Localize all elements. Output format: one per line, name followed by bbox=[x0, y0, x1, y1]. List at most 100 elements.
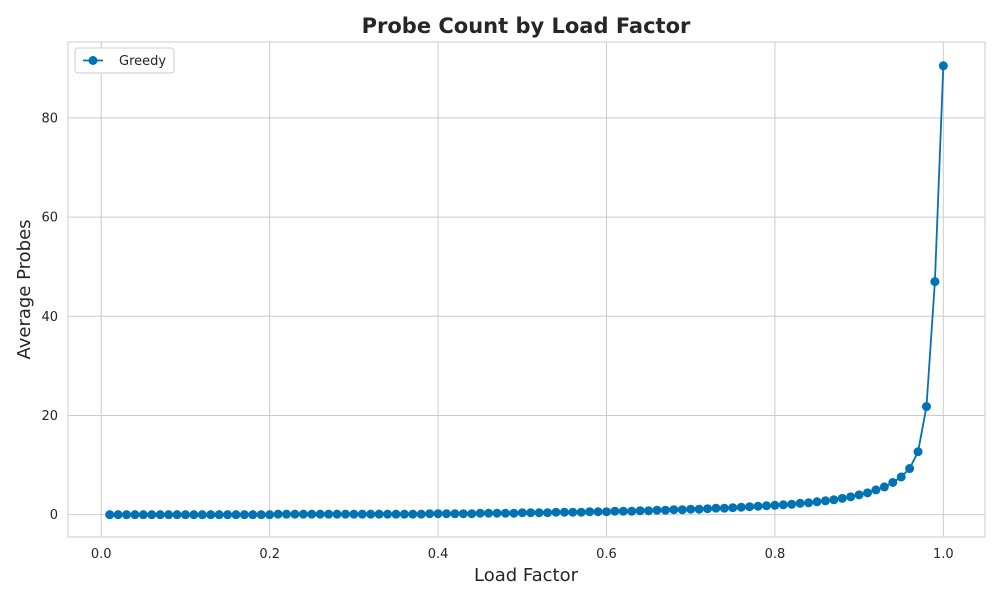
data-point bbox=[450, 509, 460, 519]
data-point bbox=[778, 500, 788, 510]
data-point bbox=[854, 490, 864, 500]
data-point bbox=[408, 509, 418, 519]
x-tick-label: 0.8 bbox=[765, 547, 786, 562]
data-point bbox=[787, 499, 797, 509]
data-point bbox=[366, 509, 376, 519]
x-tick-label: 0.4 bbox=[428, 547, 449, 562]
data-point bbox=[416, 509, 426, 519]
data-point bbox=[357, 509, 367, 519]
data-point bbox=[231, 510, 241, 520]
data-point bbox=[837, 493, 847, 503]
data-point bbox=[458, 509, 468, 519]
y-tick-label: 0 bbox=[50, 508, 58, 523]
data-point bbox=[147, 510, 157, 520]
data-point bbox=[298, 509, 308, 519]
data-point bbox=[728, 503, 738, 513]
data-point bbox=[905, 464, 915, 474]
data-point bbox=[214, 510, 224, 520]
data-point bbox=[256, 510, 266, 520]
y-tick-label: 80 bbox=[41, 111, 58, 126]
x-tick-label: 0.0 bbox=[91, 547, 112, 562]
data-point bbox=[601, 507, 611, 517]
data-point bbox=[921, 402, 931, 412]
data-point bbox=[155, 510, 165, 520]
data-point bbox=[206, 510, 216, 520]
y-tick-label: 40 bbox=[41, 310, 58, 325]
data-point bbox=[660, 505, 670, 515]
data-point bbox=[113, 510, 123, 520]
data-point bbox=[644, 506, 654, 516]
legend-label-greedy: Greedy bbox=[119, 54, 166, 69]
data-point bbox=[761, 501, 771, 511]
x-axis-label: Load Factor bbox=[474, 565, 579, 586]
data-point bbox=[509, 508, 519, 518]
tick-labels: 0.0 0.2 0.4 0.6 0.8 1.0 0 20 40 60 80 bbox=[41, 111, 953, 562]
data-point bbox=[180, 510, 190, 520]
data-point bbox=[770, 500, 780, 510]
data-point bbox=[349, 509, 359, 519]
data-point bbox=[753, 501, 763, 511]
data-point bbox=[736, 502, 746, 512]
data-point bbox=[871, 485, 881, 495]
data-point bbox=[324, 509, 334, 519]
data-point bbox=[500, 508, 510, 518]
x-tick-label: 0.2 bbox=[259, 547, 280, 562]
data-point bbox=[669, 505, 679, 515]
data-point bbox=[189, 510, 199, 520]
data-point bbox=[433, 509, 443, 519]
data-point bbox=[745, 502, 755, 512]
y-tick-label: 60 bbox=[41, 211, 58, 226]
data-point bbox=[812, 497, 822, 507]
data-point bbox=[543, 508, 553, 518]
data-point bbox=[930, 277, 940, 287]
data-point bbox=[534, 508, 544, 518]
data-point bbox=[265, 510, 275, 520]
data-point bbox=[686, 504, 696, 514]
plot-frame bbox=[67, 41, 986, 538]
data-point bbox=[248, 510, 258, 520]
data-point bbox=[517, 508, 527, 518]
data-point bbox=[307, 509, 317, 519]
x-tick-label: 1.0 bbox=[933, 547, 954, 562]
data-point bbox=[635, 506, 645, 516]
data-point bbox=[888, 477, 898, 487]
data-point bbox=[593, 507, 603, 517]
data-point bbox=[677, 505, 687, 515]
series-line-greedy bbox=[109, 65, 945, 516]
data-point bbox=[383, 509, 393, 519]
data-point bbox=[273, 509, 283, 519]
data-point bbox=[703, 504, 713, 514]
data-point bbox=[694, 504, 704, 514]
legend-box bbox=[74, 47, 175, 74]
data-point bbox=[282, 509, 292, 519]
data-point bbox=[164, 510, 174, 520]
y-axis-label: Average Probes bbox=[14, 219, 35, 359]
data-point bbox=[130, 510, 140, 520]
data-point bbox=[879, 482, 889, 492]
y-tick-label: 20 bbox=[41, 409, 58, 424]
data-point bbox=[829, 495, 839, 505]
data-point bbox=[374, 509, 384, 519]
data-point bbox=[627, 506, 637, 516]
data-point bbox=[442, 509, 452, 519]
data-point bbox=[938, 61, 948, 71]
data-point bbox=[492, 508, 502, 518]
data-point bbox=[172, 510, 182, 520]
data-point bbox=[618, 506, 628, 516]
data-point bbox=[719, 503, 729, 513]
data-point bbox=[332, 509, 342, 519]
data-point bbox=[551, 507, 561, 517]
data-point bbox=[290, 509, 300, 519]
data-point bbox=[568, 507, 578, 517]
data-point bbox=[913, 447, 923, 457]
data-point bbox=[610, 506, 620, 516]
data-point bbox=[340, 509, 350, 519]
data-point bbox=[652, 505, 662, 515]
data-point bbox=[585, 507, 595, 517]
data-point bbox=[559, 507, 569, 517]
series-layer bbox=[105, 61, 948, 520]
data-point bbox=[795, 498, 805, 508]
data-point bbox=[526, 508, 536, 518]
